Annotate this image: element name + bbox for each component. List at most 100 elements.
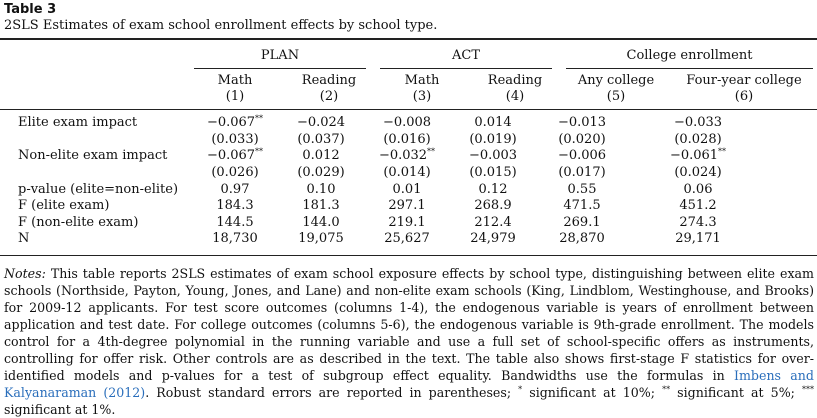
- sig3-text: significant at 1%.: [4, 402, 116, 417]
- table-cell: (0.026): [192, 165, 278, 182]
- table-cell: 0.55: [536, 181, 628, 198]
- notes-label: Notes:: [4, 266, 46, 281]
- col-head-5: Any college (5): [573, 73, 659, 105]
- table-cell: −0.033: [628, 115, 768, 132]
- significance-stars: **: [427, 147, 436, 157]
- cell-value: 471.5: [563, 198, 601, 214]
- cell-value: −0.067: [206, 148, 256, 164]
- significance-stars: **: [255, 114, 264, 124]
- sig2-text: significant at 5%;: [670, 385, 802, 400]
- table-cell: (0.024): [628, 165, 768, 182]
- row-label: Elite exam impact: [18, 115, 138, 131]
- table-row: N 18,730 19,075 25,627 24,979 28,870 29,171: [0, 231, 768, 248]
- cell-value: 268.9: [474, 198, 512, 214]
- table-cell: 19,075: [278, 231, 364, 248]
- cell-value: (0.014): [383, 165, 431, 181]
- cell-value: (0.016): [383, 131, 431, 147]
- cell-value: 144.5: [216, 214, 254, 230]
- cell-value: −0.008: [382, 115, 432, 131]
- group-line-act: [380, 68, 552, 69]
- col-name-2: Reading: [301, 73, 357, 88]
- table-cell: (0.019): [450, 132, 536, 149]
- col-name-5: Any college: [577, 73, 655, 88]
- cell-value: (0.029): [297, 165, 345, 181]
- col-head-6: Four-year college (6): [669, 73, 817, 105]
- group-head-plan: PLAN: [260, 48, 300, 63]
- cell-value: 451.2: [679, 198, 717, 214]
- table-cell: 144.5: [192, 215, 278, 232]
- cell-value: 0.55: [567, 181, 597, 197]
- row-label: F (non-elite exam): [18, 214, 139, 230]
- table-cell: −0.067**: [192, 115, 278, 132]
- row-label: N: [18, 231, 30, 247]
- table-cell: 212.4: [450, 215, 536, 232]
- sig1-text: significant at 10%;: [522, 385, 663, 400]
- cell-value: 0.10: [306, 181, 336, 197]
- col-num-5: (5): [606, 89, 626, 104]
- col-num-3: (3): [412, 89, 432, 104]
- table-cell: (0.017): [536, 165, 628, 182]
- group-line-plan: [194, 68, 366, 69]
- group-head-college: College enrollment: [626, 48, 753, 63]
- table-cell: −0.061**: [628, 148, 768, 165]
- cell-value: 0.97: [220, 181, 250, 197]
- notes-citation-link[interactable]: Imbens and Kalyanaraman (2012): [4, 368, 814, 400]
- cell-value: −0.033: [673, 115, 723, 131]
- table-cell: −0.067**: [192, 148, 278, 165]
- col-head-4: Reading (4): [472, 73, 558, 105]
- notes-text-after: . Robust standard errors are reported in…: [145, 385, 519, 400]
- sig3-mark: ***: [801, 385, 814, 394]
- table-cell: 451.2: [628, 198, 768, 215]
- col-head-3: Math (3): [379, 73, 465, 105]
- col-head-2: Reading (2): [286, 73, 372, 105]
- table-cell: 181.3: [278, 198, 364, 215]
- table-cell: 297.1: [364, 198, 450, 215]
- table-cell: (0.016): [364, 132, 450, 149]
- table-row: (0.033) (0.037) (0.016) (0.019) (0.020) (0.02…: [0, 132, 768, 149]
- cell-value: 25,627: [384, 231, 430, 247]
- cell-value: 212.4: [474, 214, 512, 230]
- bottom-rule: [0, 255, 817, 256]
- header-rule: [0, 109, 817, 110]
- cell-value: −0.006: [557, 148, 607, 164]
- cell-value: 19,075: [298, 231, 344, 247]
- row-label: [0, 165, 192, 182]
- cell-value: 144.0: [302, 214, 340, 230]
- table-notes: Notes: This table reports 2SLS estimates…: [4, 265, 814, 418]
- table-cell: −0.006: [536, 148, 628, 165]
- table-row: Elite exam impact −0.067** −0.024 −0.008 0.0…: [0, 115, 768, 132]
- table-cell: 0.06: [628, 181, 768, 198]
- cell-value: 24,979: [470, 231, 516, 247]
- cell-value: 0.014: [474, 115, 512, 131]
- cell-value: (0.033): [211, 131, 259, 147]
- table-cell: 0.12: [450, 181, 536, 198]
- col-num-1: (1): [225, 89, 245, 104]
- table-cell: 25,627: [364, 231, 450, 248]
- results-body: Elite exam impact −0.067** −0.024 −0.008 0.0…: [0, 115, 768, 248]
- col-num-2: (2): [319, 89, 339, 104]
- table-row: (0.026) (0.029) (0.014) (0.015) (0.017) (0.02…: [0, 165, 768, 182]
- cell-value: 18,730: [212, 231, 258, 247]
- cell-value: (0.019): [469, 131, 517, 147]
- table-cell: −0.013: [536, 115, 628, 132]
- table-cell: (0.029): [278, 165, 364, 182]
- col-num-6: (6): [734, 89, 754, 104]
- cell-value: (0.037): [297, 131, 345, 147]
- table-cell: −0.008: [364, 115, 450, 132]
- table-cell: 219.1: [364, 215, 450, 232]
- cell-value: (0.028): [674, 131, 722, 147]
- table-cell: 268.9: [450, 198, 536, 215]
- table-cell: −0.024: [278, 115, 364, 132]
- sig2-mark: **: [662, 385, 671, 394]
- table-cell: (0.014): [364, 165, 450, 182]
- sig1-mark: *: [518, 385, 523, 394]
- group-line-college: [566, 68, 813, 69]
- cell-value: 0.12: [478, 181, 508, 197]
- table-row: F (non-elite exam) 144.5 144.0 219.1 212.4 26…: [0, 215, 768, 232]
- cell-value: −0.024: [296, 115, 346, 131]
- group-head-act: ACT: [451, 48, 480, 63]
- significance-stars: **: [718, 147, 727, 157]
- cell-value: (0.020): [558, 131, 606, 147]
- cell-value: 28,870: [559, 231, 605, 247]
- cell-value: 0.012: [302, 148, 340, 164]
